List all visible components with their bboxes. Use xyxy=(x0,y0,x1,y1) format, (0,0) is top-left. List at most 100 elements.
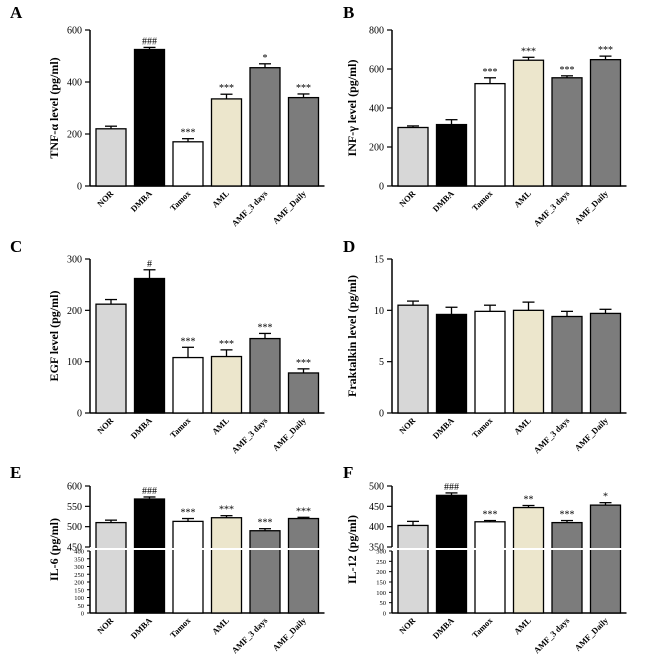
x-category-label: AMF_3 days xyxy=(531,188,571,228)
significance-marker: *** xyxy=(258,518,273,529)
panel-a: A TNF-α level (pg/ml) 0 200 400 600 NOR ### DMBA… xyxy=(10,3,325,228)
significance-marker: *** xyxy=(181,128,196,139)
bar-dmba xyxy=(435,494,468,614)
x-category-label: AML xyxy=(210,615,231,636)
bar-amf-daily xyxy=(589,312,622,414)
significance-marker: *** xyxy=(483,510,498,521)
x-category-label: DMBA xyxy=(128,188,154,214)
bar-amf-3-days xyxy=(551,521,583,614)
y-tick-label: 450 xyxy=(369,502,384,513)
panel-d: D Fraktalkin level (pg/ml) 0 5 10 15 NOR DMBA Ta… xyxy=(343,237,627,455)
significance-marker: ### xyxy=(142,486,157,497)
bar-aml xyxy=(512,506,545,614)
x-category-label: AMF_Daily xyxy=(270,188,308,226)
panel-f: F IL-12 (pg/ml) 350 400 450 500 0 50 100 150 200 25… xyxy=(343,463,629,655)
bar-aml xyxy=(210,517,243,614)
significance-marker: *** xyxy=(219,505,234,516)
y-tick-label: 500 xyxy=(369,482,384,493)
y-tick-label: 100 xyxy=(376,590,386,597)
bar-dmba xyxy=(133,48,166,187)
y-axis-label: IL-6 (pg/ml) xyxy=(47,518,61,581)
y-tick-label: 0 xyxy=(383,611,386,618)
panel-letter: C xyxy=(10,237,22,256)
x-category-label: AMF_Daily xyxy=(572,415,610,453)
panel-letter: F xyxy=(343,463,353,482)
bar-tamox xyxy=(474,521,506,614)
y-tick-label: 600 xyxy=(67,482,82,493)
panel-letter: E xyxy=(10,463,21,482)
x-category-label: AML xyxy=(512,615,533,636)
bar-amf-daily xyxy=(589,58,622,187)
x-category-label: DMBA xyxy=(430,615,456,641)
bar-dmba xyxy=(133,498,166,614)
y-tick-label: 800 xyxy=(369,26,384,37)
y-tick-label: 250 xyxy=(74,572,84,579)
y-tick-label: 50 xyxy=(380,600,387,607)
y-tick-label: 0 xyxy=(379,182,384,193)
y-tick-label: 50 xyxy=(78,603,85,610)
bar-amf-3-days xyxy=(249,337,281,414)
x-category-label: NOR xyxy=(397,188,418,209)
x-category-label: AML xyxy=(210,415,231,436)
x-category-label: AMF_Daily xyxy=(270,615,308,653)
x-category-label: Tamox xyxy=(168,615,193,640)
y-axis-label: EGF level (pg/ml) xyxy=(47,291,61,382)
x-category-label: Tamox xyxy=(168,188,193,213)
bar-nor xyxy=(95,521,127,614)
y-tick-label: 350 xyxy=(369,543,384,554)
y-tick-label: 200 xyxy=(376,569,386,576)
y-tick-label: 300 xyxy=(376,549,386,556)
y-tick-label: 600 xyxy=(369,65,384,76)
bar-tamox xyxy=(172,520,204,614)
bar-dmba xyxy=(133,277,166,414)
y-tick-label: 0 xyxy=(379,409,384,420)
x-category-label: AMF_3 days xyxy=(531,415,571,455)
bar-amf-daily xyxy=(287,372,320,414)
significance-marker: ** xyxy=(524,495,534,506)
x-category-label: AMF_3 days xyxy=(531,615,571,655)
y-tick-label: 300 xyxy=(74,564,84,571)
y-tick-label: 400 xyxy=(67,78,82,89)
y-tick-label: 600 xyxy=(67,26,82,37)
y-tick-label: 500 xyxy=(67,522,82,533)
x-category-label: AMF_Daily xyxy=(270,415,308,453)
x-category-label: Tamox xyxy=(168,415,193,440)
axis-break-gap xyxy=(84,548,327,550)
bar-amf-daily xyxy=(287,96,320,187)
significance-marker: *** xyxy=(483,67,498,78)
y-tick-label: 200 xyxy=(67,130,82,141)
x-category-label: Tamox xyxy=(470,188,495,213)
y-tick-label: 150 xyxy=(376,580,386,587)
bar-amf-3-days xyxy=(249,67,281,187)
x-category-label: Tamox xyxy=(470,615,495,640)
bar-tamox xyxy=(474,82,506,187)
panel-letter: D xyxy=(343,237,355,256)
y-tick-label: 550 xyxy=(67,502,82,513)
significance-marker: *** xyxy=(219,83,234,94)
bar-dmba xyxy=(435,313,468,414)
x-category-label: AML xyxy=(512,415,533,436)
bar-aml xyxy=(210,355,243,414)
bar-nor xyxy=(397,304,429,414)
y-axis-label: INF-γ level (pg/ml) xyxy=(345,60,359,157)
significance-marker: *** xyxy=(219,339,234,350)
bar-dmba xyxy=(435,123,468,187)
x-category-label: NOR xyxy=(95,415,116,436)
y-tick-label: 150 xyxy=(74,587,84,594)
significance-marker: * xyxy=(603,492,608,503)
bar-nor xyxy=(397,126,429,187)
x-category-label: DMBA xyxy=(430,188,456,214)
bar-tamox xyxy=(172,141,204,187)
y-tick-label: 100 xyxy=(67,357,82,368)
bar-nor xyxy=(397,524,429,614)
y-axis-label: TNF-α level (pg/ml) xyxy=(47,57,61,158)
y-tick-label: 5 xyxy=(379,357,384,368)
y-tick-label: 400 xyxy=(369,104,384,115)
significance-marker: *** xyxy=(296,506,311,517)
x-category-label: NOR xyxy=(397,615,418,636)
bar-tamox xyxy=(172,356,204,414)
significance-marker: ### xyxy=(444,482,459,493)
y-tick-label: 350 xyxy=(74,556,84,563)
significance-marker: *** xyxy=(521,46,536,57)
x-category-label: AMF_Daily xyxy=(572,615,610,653)
